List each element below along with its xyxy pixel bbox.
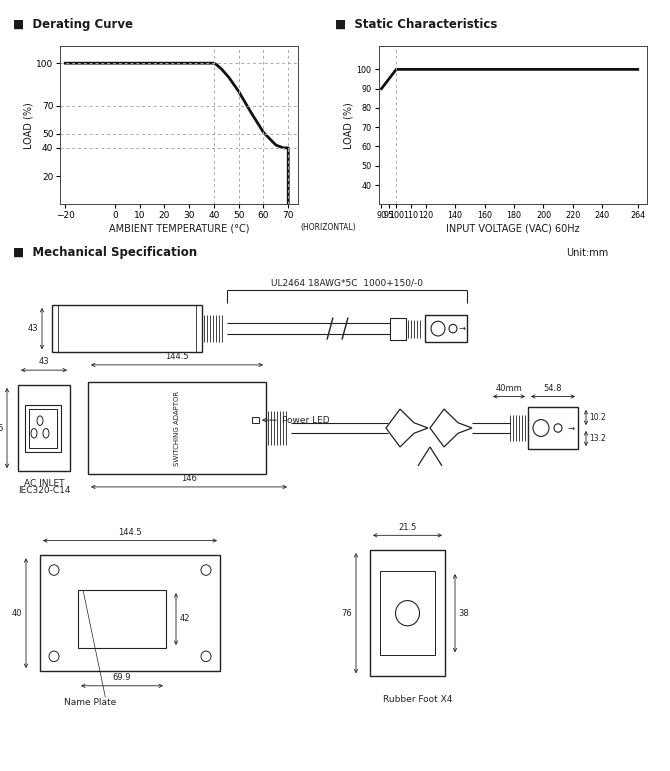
- Text: 144.5: 144.5: [118, 528, 142, 537]
- Text: IEC320-C14: IEC320-C14: [17, 486, 70, 495]
- Bar: [390, 318, 406, 340]
- Bar: [78, 590, 166, 648]
- Bar: [40, 555, 220, 671]
- Text: 40: 40: [12, 608, 23, 618]
- Text: ■  Mechanical Specification: ■ Mechanical Specification: [13, 246, 198, 259]
- Text: 76: 76: [342, 608, 352, 618]
- X-axis label: AMBIENT TEMPERATURE (°C): AMBIENT TEMPERATURE (°C): [109, 223, 249, 233]
- Text: UL2464 18AWG*5C  1000+150/-0: UL2464 18AWG*5C 1000+150/-0: [271, 278, 423, 287]
- Text: 75.5: 75.5: [0, 423, 3, 433]
- Bar: [88, 382, 266, 474]
- Text: Power LED: Power LED: [263, 416, 330, 425]
- Text: 69.9: 69.9: [113, 673, 131, 682]
- Text: 43: 43: [39, 358, 50, 366]
- Bar: [18, 385, 70, 471]
- Text: 40mm: 40mm: [496, 384, 523, 392]
- Text: 146: 146: [181, 474, 197, 483]
- Y-axis label: LOAD (%): LOAD (%): [344, 102, 354, 149]
- Text: 42: 42: [180, 614, 190, 624]
- Text: 38: 38: [458, 608, 469, 618]
- Bar: [252, 418, 259, 423]
- Text: ■  Static Characteristics: ■ Static Characteristics: [335, 18, 497, 31]
- Text: 43: 43: [28, 324, 38, 333]
- Bar: [52, 305, 202, 352]
- Text: Rubber Foot X4: Rubber Foot X4: [383, 695, 452, 704]
- Bar: [425, 315, 467, 342]
- Bar: [528, 407, 578, 449]
- Text: 21.5: 21.5: [398, 523, 417, 532]
- Text: 144.5: 144.5: [165, 352, 189, 361]
- Text: Unit:mm: Unit:mm: [566, 248, 608, 258]
- Bar: [25, 405, 61, 453]
- Text: →: →: [458, 324, 466, 333]
- Y-axis label: LOAD (%): LOAD (%): [23, 102, 34, 149]
- Text: Name Plate: Name Plate: [64, 699, 117, 708]
- Bar: [370, 550, 445, 676]
- Bar: [380, 571, 435, 655]
- X-axis label: INPUT VOLTAGE (VAC) 60Hz: INPUT VOLTAGE (VAC) 60Hz: [446, 223, 580, 233]
- Bar: [29, 409, 57, 448]
- Text: SWITCHING ADAPTOR: SWITCHING ADAPTOR: [174, 390, 180, 466]
- Text: 54.8: 54.8: [544, 384, 562, 392]
- Text: →: →: [567, 423, 574, 433]
- Text: ■  Derating Curve: ■ Derating Curve: [13, 18, 133, 31]
- Text: 13.2: 13.2: [590, 434, 606, 443]
- Text: (HORIZONTAL): (HORIZONTAL): [301, 223, 356, 231]
- Text: AC INLET: AC INLET: [23, 479, 64, 487]
- Text: 10.2: 10.2: [590, 413, 606, 422]
